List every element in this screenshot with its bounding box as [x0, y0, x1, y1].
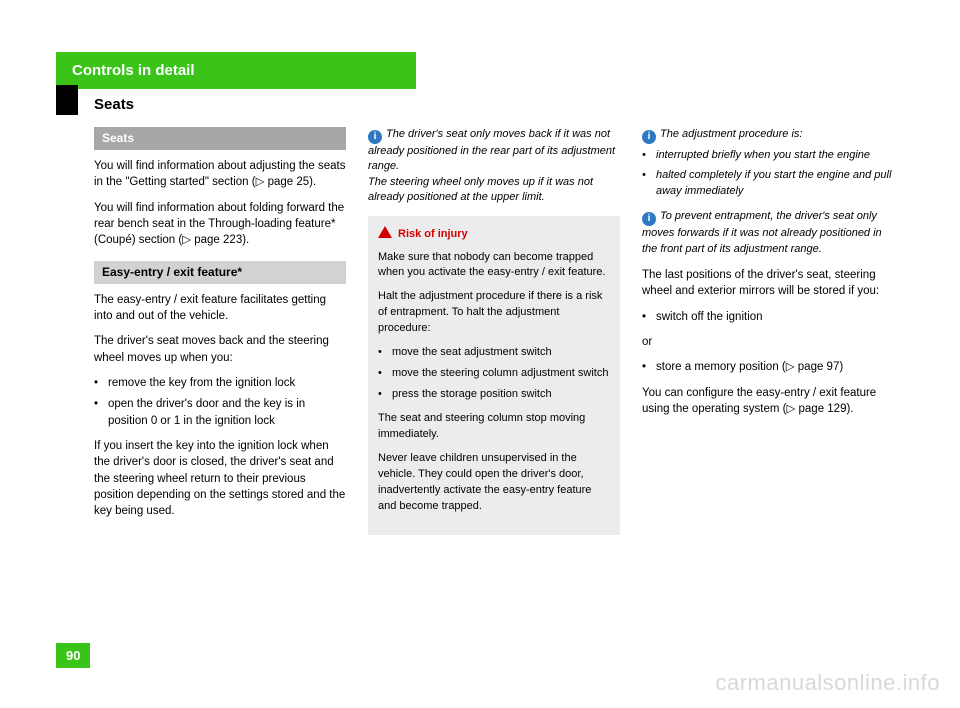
list-item: halted completely if you start the engin… [642, 168, 894, 199]
info-text: The steering wheel only moves up if it w… [368, 175, 620, 206]
bullet-list: move the seat adjustment switch move the… [378, 345, 610, 403]
info-icon: i [368, 130, 382, 144]
info-note: iThe driver's seat only moves back if it… [368, 127, 620, 206]
body-text: You will find information about folding … [94, 200, 346, 249]
chapter-bar: Controls in detail [56, 52, 416, 89]
info-icon: i [642, 212, 656, 226]
list-item: interrupted briefly when you start the e… [642, 148, 894, 163]
risk-of-injury-box: Risk of injury Make sure that nobody can… [368, 216, 620, 535]
info-text: To prevent entrapment, the driver's seat… [642, 210, 882, 254]
body-text: You will find information about adjustin… [94, 158, 346, 191]
list-item: switch off the ignition [642, 309, 894, 325]
bullet-list: remove the key from the ignition lock op… [94, 375, 346, 429]
page-number: 90 [56, 643, 90, 668]
watermark: carmanualsonline.info [715, 670, 940, 696]
info-note: iTo prevent entrapment, the driver's sea… [642, 209, 894, 257]
list-item: store a memory position (▷ page 97) [642, 359, 894, 375]
info-text: The adjustment procedure is: [660, 128, 802, 140]
list-item: open the driver's door and the key is in… [94, 396, 346, 429]
side-tab [56, 85, 78, 115]
bullet-list: switch off the ignition [642, 309, 894, 325]
list-item: press the storage position switch [378, 387, 610, 403]
warning-title-text: Risk of injury [398, 228, 468, 240]
list-item: move the seat adjustment switch [378, 345, 610, 361]
body-text: Never leave children unsupervised in the… [378, 451, 610, 515]
warning-title: Risk of injury [378, 226, 610, 243]
column-1: Seats You will find information about ad… [94, 127, 346, 535]
column-2: iThe driver's seat only moves back if it… [368, 127, 620, 535]
bullet-list: store a memory position (▷ page 97) [642, 359, 894, 375]
warning-icon [378, 226, 392, 238]
section-breadcrumb: Seats [56, 89, 904, 127]
subsection-heading-easy-entry: Easy-entry / exit feature* [94, 261, 346, 284]
info-note: i The adjustment procedure is: interrupte… [642, 127, 894, 199]
body-text: Make sure that nobody can become trapped… [378, 250, 610, 282]
body-text: Halt the adjustment procedure if there i… [378, 289, 610, 337]
body-text: The easy-entry / exit feature facilitate… [94, 292, 346, 325]
info-icon: i [642, 130, 656, 144]
bullet-list: interrupted briefly when you start the e… [642, 148, 894, 199]
body-text: The last positions of the driver's seat,… [642, 267, 894, 300]
body-text: If you insert the key into the ignition … [94, 438, 346, 520]
column-3: i The adjustment procedure is: interrupte… [642, 127, 894, 535]
body-text: or [642, 334, 894, 350]
body-text: The driver's seat moves back and the ste… [94, 333, 346, 366]
body-text: You can configure the easy-entry / exit … [642, 385, 894, 418]
list-item: move the steering column adjustment swit… [378, 366, 610, 382]
info-text: The driver's seat only moves back if it … [368, 128, 615, 172]
section-heading-seats: Seats [94, 127, 346, 150]
list-item: remove the key from the ignition lock [94, 375, 346, 391]
body-text: The seat and steering column stop moving… [378, 411, 610, 443]
